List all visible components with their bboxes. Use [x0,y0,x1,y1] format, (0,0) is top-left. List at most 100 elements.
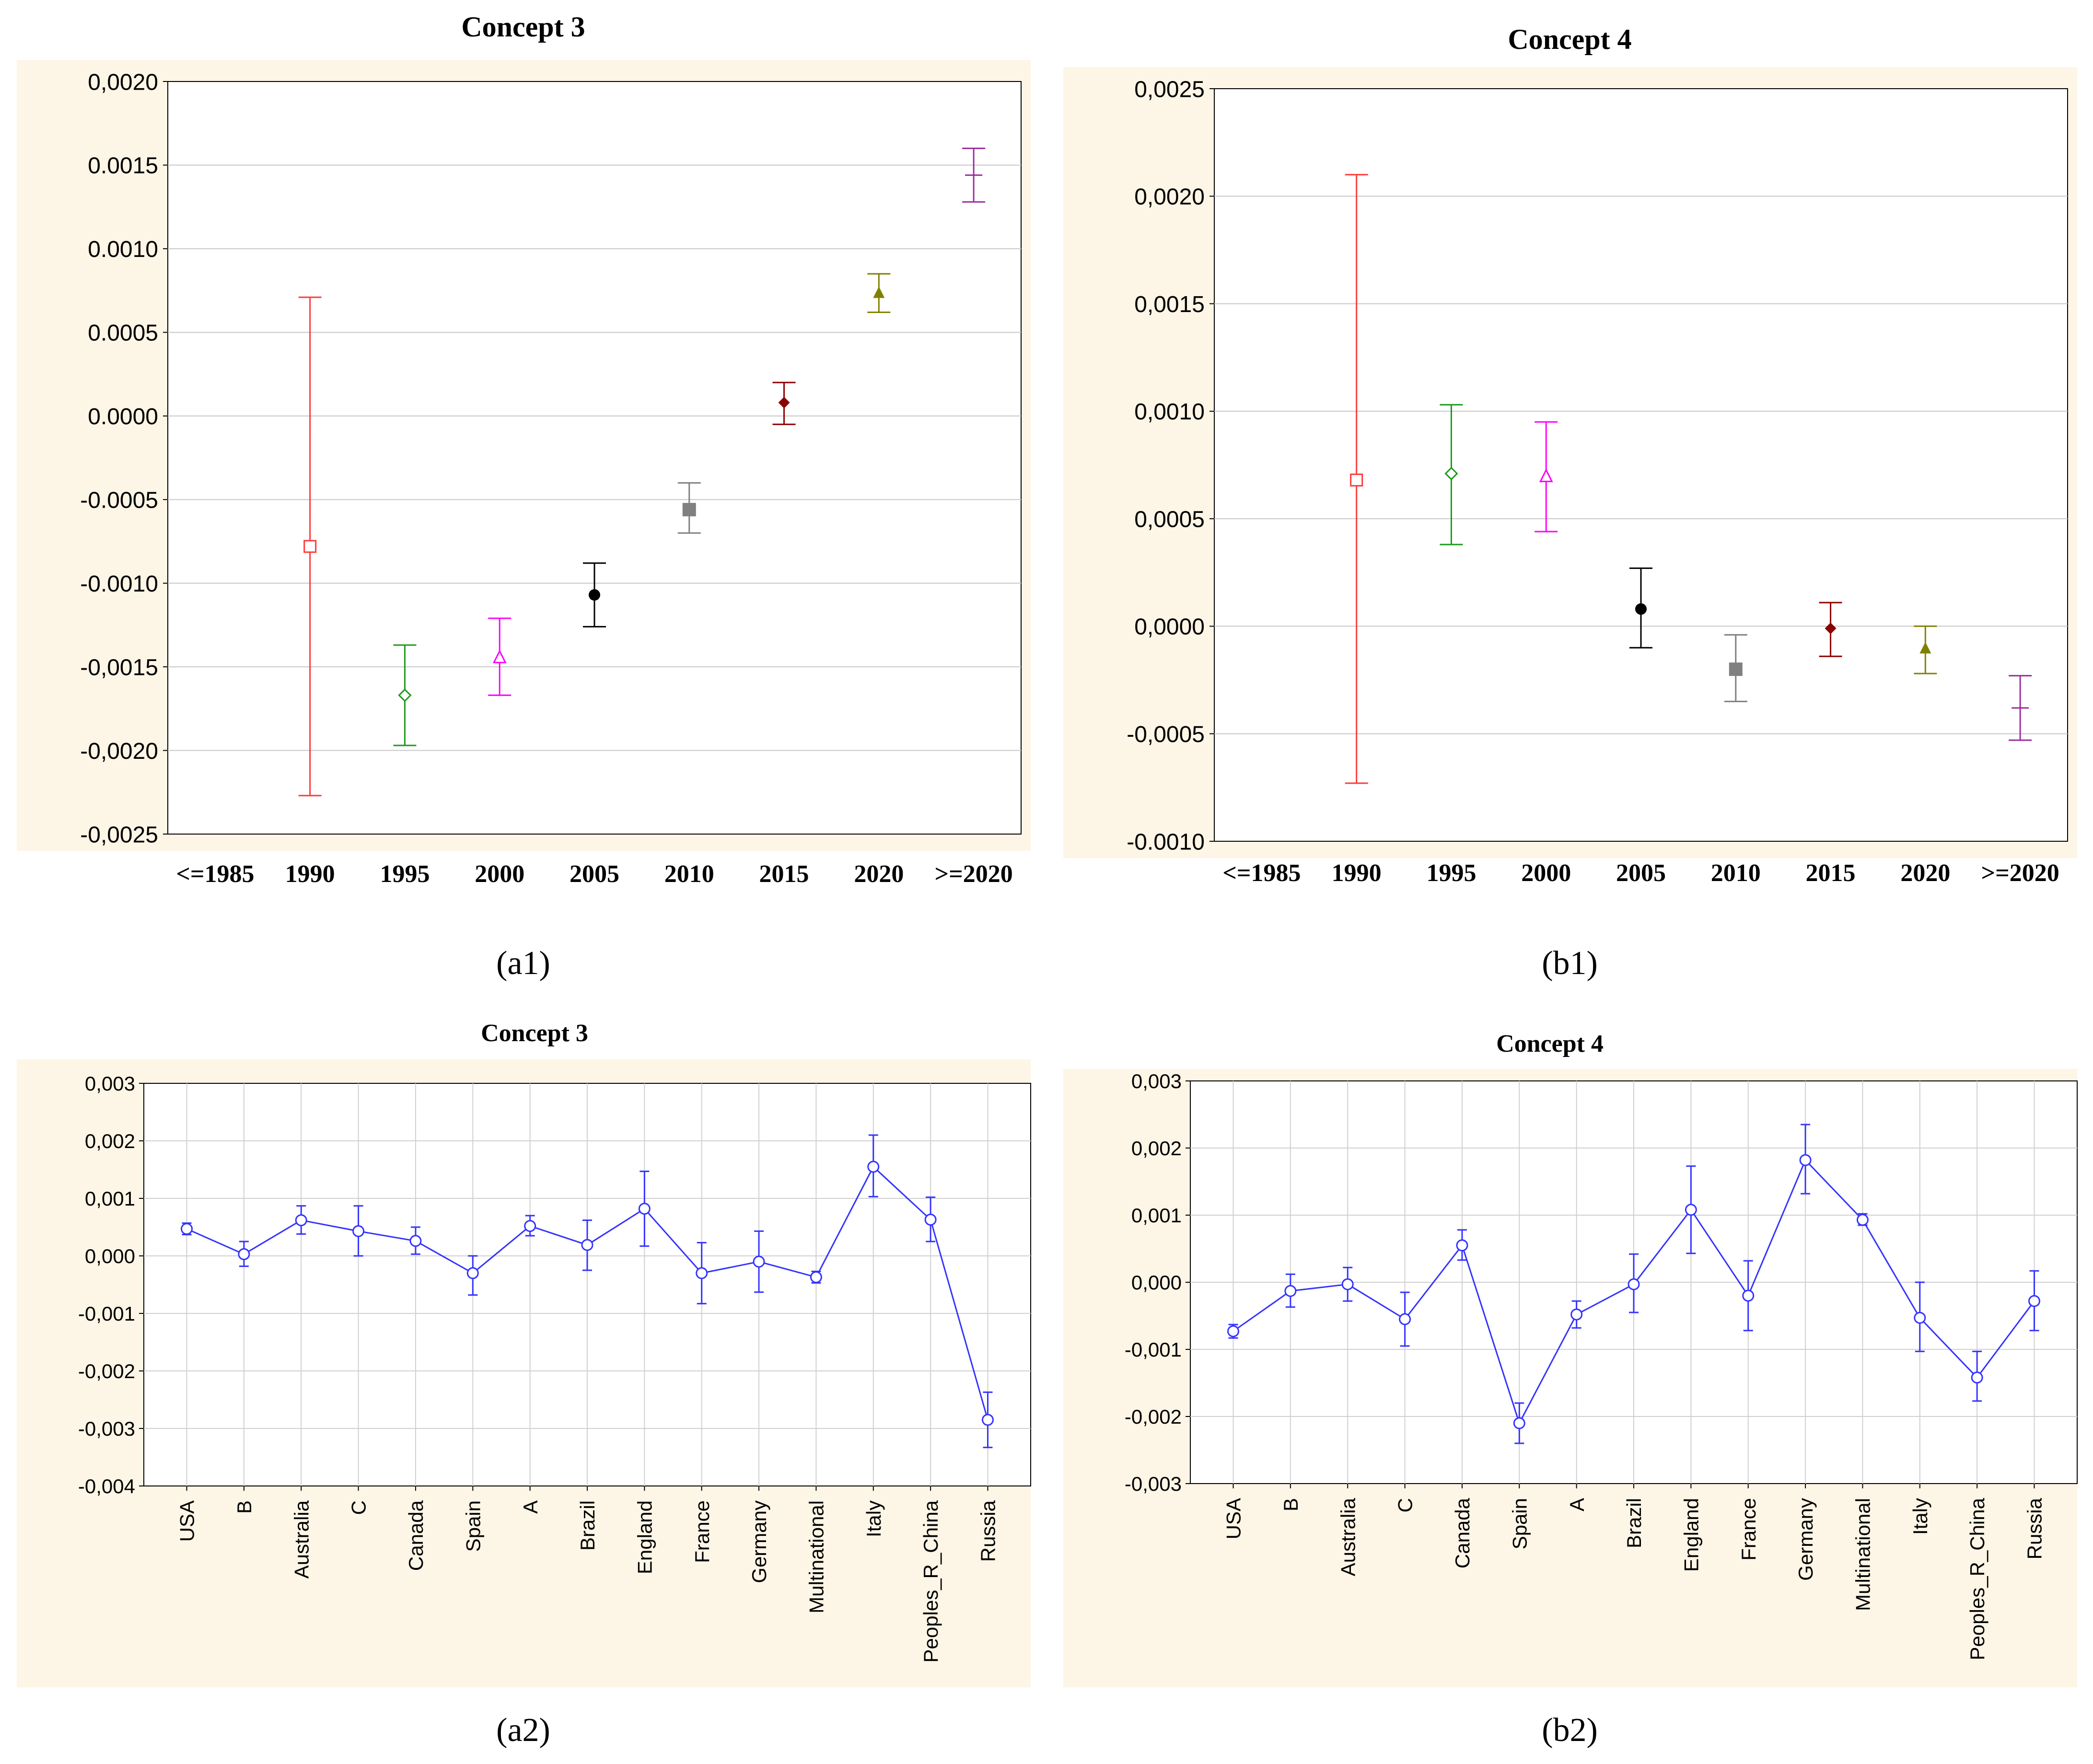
x-tick-label: Multinational [805,1500,828,1613]
x-tick-label: England [1680,1498,1702,1572]
y-tick-label: -0,003 [1125,1473,1182,1495]
data-point [1227,1323,1240,1339]
marker [1628,1278,1640,1290]
x-tick-label: 1990 [285,860,335,888]
data-point [1628,1253,1640,1313]
marker [867,1161,880,1173]
data-point [466,1255,479,1296]
marker [1456,1239,1468,1252]
x-tick-label: Germany [1794,1498,1817,1581]
y-tick-label: -0.0005 [80,488,158,513]
data-point [2009,675,2032,741]
y-tick-label: 0,0020 [1134,185,1205,210]
marker [1513,1417,1525,1429]
caption-b2: (b2) [1542,1712,1598,1749]
data-point [1914,1281,1926,1352]
data-point [1570,1300,1583,1329]
data-point [696,1242,708,1305]
data-point [962,148,986,203]
marker [303,540,317,553]
x-tick-label: Australia [290,1500,313,1578]
x-tick-label: 2005 [570,860,619,888]
y-tick-label: 0,0015 [1134,292,1205,317]
x-tick-label: Brazil [1623,1498,1645,1548]
y-tick-label: 0.0015 [88,153,158,179]
data-point [1629,567,1652,649]
plot-area [167,81,1022,835]
x-tick-label: USA [1222,1498,1245,1539]
marker [524,1220,536,1232]
y-tick-label: 0,001 [1131,1204,1182,1227]
y-tick-label: -0,0020 [80,739,158,764]
x-tick-label: 2010 [664,860,714,888]
y-tick-label: 0,0010 [1134,399,1205,425]
marker [238,1248,250,1260]
panel-a2: Concept 3 -0,004 -0,003 -0,002 -0,001 0,000 0… [0,1007,1046,1764]
marker [1799,1154,1812,1166]
y-tick-label: -0,0005 [1127,722,1205,747]
y-tick-label: 0.0000 [88,404,158,429]
data-point [1440,404,1463,545]
marker [638,1203,651,1215]
data-point [298,296,322,797]
y-tick-label: -0.0010 [80,571,158,597]
x-tick-label: C [348,1500,370,1515]
data-point [772,382,796,425]
x-tick-label: Peoples_R_China [919,1500,942,1662]
y-tick-label: 0,0020 [88,70,158,95]
y-tick-label: 0,000 [85,1245,135,1267]
marker [778,396,790,408]
chart-b2: -0,003 -0,002 -0,001 0,000 0,001 0,002 0,003 US… [1063,1069,2078,1687]
data-point [1914,625,1937,674]
x-tick-label: 2000 [1521,859,1571,887]
x-tick-label: Italy [1909,1498,1931,1535]
data-point [1685,1165,1697,1254]
marker [1539,468,1553,482]
caption-a2: (a2) [496,1712,550,1749]
data-point [867,273,891,313]
data-point [981,1391,994,1449]
marker [398,688,412,702]
x-tick-label: 1990 [1332,859,1382,887]
x-tick-label: B [1279,1498,1302,1511]
x-tick-label: Peoples_R_China [1966,1497,1988,1660]
data-point [1513,1402,1525,1444]
x-tick-label: 1995 [380,860,430,888]
x-tick-label: B [233,1500,256,1514]
x-tick-label: Brazil [576,1500,599,1551]
marker [352,1225,365,1237]
x-tick-label: Canada [405,1500,427,1571]
data-point [581,1219,593,1271]
x-tick-label: 1995 [1426,859,1476,887]
x-tick-label: >=2020 [934,860,1012,888]
data-point [1724,634,1747,702]
marker [1284,1285,1297,1297]
x-tick-label: Russia [977,1500,1000,1562]
data-point [810,1270,822,1284]
data-point [1456,1229,1468,1261]
marker [1444,466,1458,481]
marker [753,1255,765,1268]
data-point [753,1230,765,1293]
marker [1825,622,1837,634]
y-tick-label: 0,003 [1131,1070,1182,1092]
x-tick-label: 2020 [1900,859,1950,887]
data-point [1971,1350,1983,1402]
x-tick-label: 2000 [475,860,524,888]
y-tick-label: -0.0010 [1127,829,1205,855]
x-tick-label: <=1985 [176,860,254,888]
y-tick-label: -0,001 [1125,1338,1182,1361]
y-tick-label: 0,001 [85,1187,135,1210]
chart-title-b2: Concept 4 [1496,1030,1604,1057]
y-tick-label: -0,002 [78,1360,135,1382]
data-point [1399,1291,1411,1347]
x-tick-label: 2020 [854,860,904,888]
y-tick-label: 0,000 [1131,1271,1182,1294]
y-tick-label: 0.0010 [88,237,158,262]
y-tick-label: -0,004 [78,1475,135,1497]
x-tick-label: 2005 [1616,859,1666,887]
marker [1341,1278,1354,1290]
data-point [181,1222,193,1236]
x-tick-label: Spain [462,1500,484,1552]
y-tick-label: -0,0025 [80,822,158,847]
